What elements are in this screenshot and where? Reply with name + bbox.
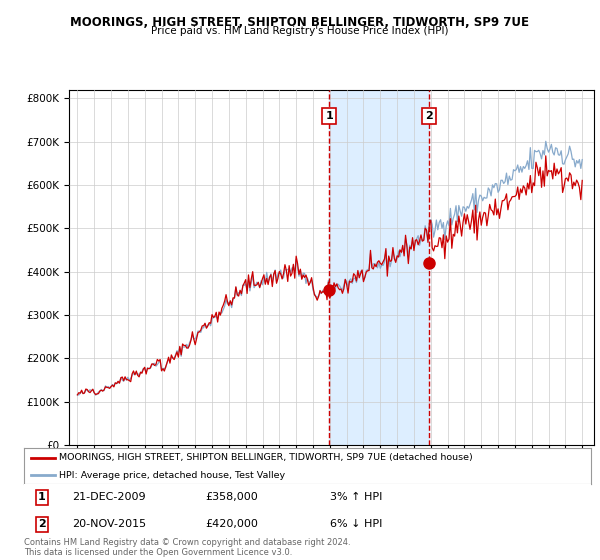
Text: £420,000: £420,000 [205,519,259,529]
Text: 1: 1 [325,111,333,120]
Text: 2: 2 [38,519,46,529]
Text: 21-DEC-2009: 21-DEC-2009 [72,492,146,502]
Text: MOORINGS, HIGH STREET, SHIPTON BELLINGER, TIDWORTH, SP9 7UE: MOORINGS, HIGH STREET, SHIPTON BELLINGER… [71,16,530,29]
Text: £358,000: £358,000 [205,492,258,502]
Text: 6% ↓ HPI: 6% ↓ HPI [330,519,383,529]
Text: 3% ↑ HPI: 3% ↑ HPI [330,492,383,502]
Bar [329,90,429,445]
Text: HPI: Average price, detached house, Test Valley: HPI: Average price, detached house, Test… [59,471,285,480]
Text: MOORINGS, HIGH STREET, SHIPTON BELLINGER, TIDWORTH, SP9 7UE (detached house): MOORINGS, HIGH STREET, SHIPTON BELLINGER… [59,454,473,463]
Text: Price paid vs. HM Land Registry's House Price Index (HPI): Price paid vs. HM Land Registry's House … [151,26,449,36]
Text: 20-NOV-2015: 20-NOV-2015 [72,519,146,529]
Text: Contains HM Land Registry data © Crown copyright and database right 2024.
This d: Contains HM Land Registry data © Crown c… [24,538,350,557]
Text: 2: 2 [425,111,433,120]
Text: 1: 1 [38,492,46,502]
